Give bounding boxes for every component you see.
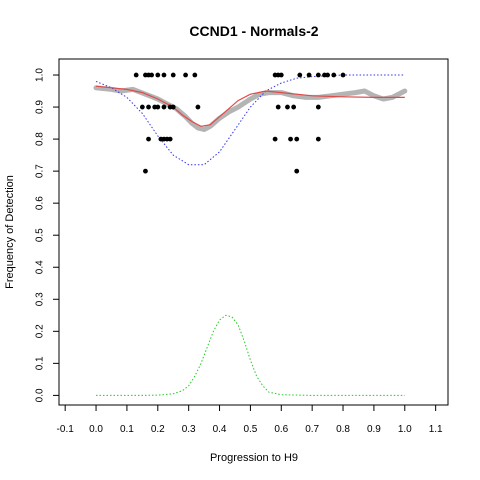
scatter-point	[294, 168, 300, 174]
y-tick-label: 0.1	[35, 356, 46, 370]
y-tick-label: 0.3	[35, 292, 46, 306]
scatter-point	[170, 72, 176, 78]
scatter-point	[192, 72, 198, 78]
scatter-point	[331, 72, 337, 78]
y-tick-label: 0.5	[35, 228, 46, 242]
scatter-point	[325, 72, 330, 78]
x-tick-label: 0.5	[243, 424, 257, 435]
x-tick-label: 0.2	[151, 424, 165, 435]
y-tick-label: 0.2	[35, 324, 46, 338]
y-tick-label: 0.8	[35, 132, 46, 146]
x-tick-label: 1.0	[398, 424, 412, 435]
y-tick-label: 0.7	[35, 164, 46, 178]
scatter-point	[340, 72, 346, 78]
scatter-point	[195, 104, 201, 110]
x-tick-label: 0.4	[213, 424, 227, 435]
scatter-point	[315, 104, 321, 110]
scatter-point	[146, 136, 151, 142]
x-tick-label: 1.1	[429, 424, 443, 435]
scatter-point	[291, 104, 297, 110]
y-tick-label: 0.9	[35, 100, 46, 114]
series-line-red	[95, 85, 405, 127]
scatter-point	[272, 136, 278, 142]
scatter-point	[294, 136, 300, 142]
scatter-point	[170, 104, 176, 110]
scatter-point	[155, 104, 161, 110]
scatter-point	[161, 72, 167, 78]
scatter-point	[288, 136, 293, 142]
x-axis-label: Progression to H9	[210, 452, 298, 464]
scatter-point	[183, 72, 188, 78]
y-tick-label: 0.4	[35, 260, 46, 274]
scatter-point	[139, 104, 145, 110]
series-line-green-dotted	[96, 314, 405, 396]
x-tick-label: 0.0	[89, 424, 103, 435]
series-layer	[93, 72, 408, 396]
scatter-point	[315, 72, 321, 78]
scatter-point	[275, 104, 281, 110]
x-tick-label: -0.1	[57, 424, 75, 435]
scatter-point	[161, 104, 167, 110]
scatter-point	[297, 72, 303, 78]
scatter-point	[285, 104, 290, 110]
x-tick-label: 0.7	[305, 424, 319, 435]
scatter-point	[155, 72, 161, 78]
plot-frame	[58, 58, 449, 406]
y-tick-label: 0.6	[35, 196, 46, 210]
scatter-point	[167, 136, 173, 142]
y-axis-label: Frequency of Detection	[4, 175, 16, 289]
scatter-point	[146, 104, 151, 110]
y-tick-label: 1.0	[35, 68, 46, 82]
scatter-point	[133, 72, 139, 78]
x-tick-label: 0.6	[274, 424, 288, 435]
y-axis: 0.0 0.1 0.2 0.3 0.4 0.5 0.6 0.7 0.8 0.9 1.0	[35, 68, 59, 402]
scatter-point	[143, 168, 148, 174]
series-line-blue-dotted	[95, 74, 405, 166]
x-tick-label: 0.8	[336, 424, 350, 435]
x-axis: -0.1 0.0 0.1 0.2 0.3 0.4 0.5 0.6 0.7 0.8 0.9 1.0 1.1	[57, 405, 443, 435]
x-tick-label: 0.9	[367, 424, 381, 435]
scatter-point	[315, 136, 321, 142]
scatter-point	[306, 72, 312, 78]
x-tick-label: 0.1	[120, 424, 134, 435]
y-tick-label: 0.0	[35, 388, 46, 402]
scatter-point	[278, 72, 284, 78]
chart-title: CCND1 - Normals-2	[189, 23, 318, 39]
x-tick-label: 0.3	[182, 424, 196, 435]
scatter-point	[149, 72, 155, 78]
